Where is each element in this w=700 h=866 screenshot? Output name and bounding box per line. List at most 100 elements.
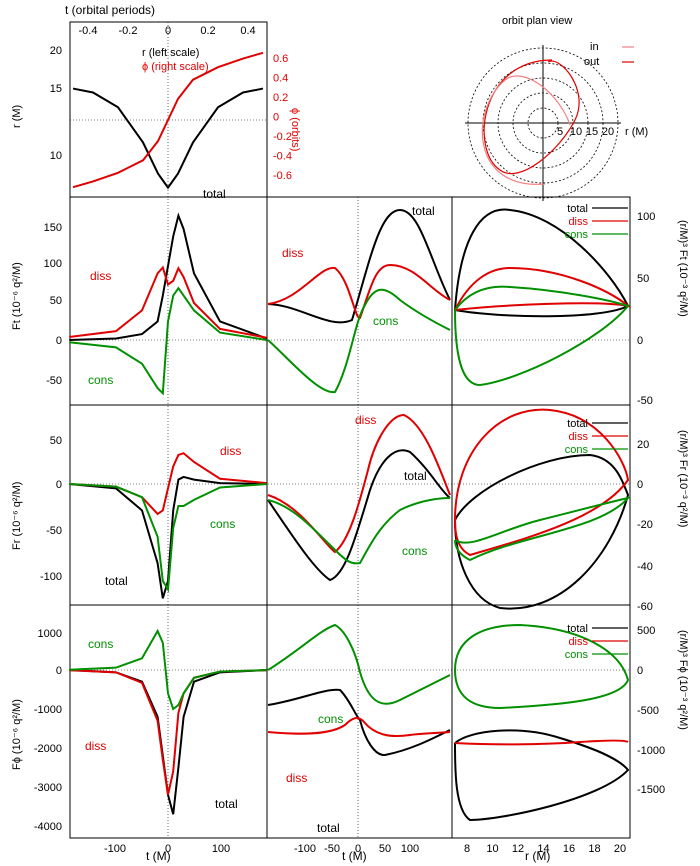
plan-title: orbit plan view xyxy=(502,15,572,27)
plan-tick: 10 xyxy=(570,126,582,138)
row3-left-tick: 0 xyxy=(56,665,62,677)
row3-col3-total-curve xyxy=(454,729,630,822)
row3-legend-diss: diss xyxy=(568,636,588,648)
plan-unit: r (M) xyxy=(625,126,648,138)
r-tick: 8 xyxy=(464,843,470,855)
row2-left-tick: 0 xyxy=(56,479,62,491)
row1-legend-cons: cons xyxy=(565,229,589,241)
t2-tick: 50 xyxy=(379,843,391,855)
row3-midlabel-diss: diss xyxy=(286,771,307,785)
row2-label-total: total xyxy=(105,574,128,588)
row3-midlabel-total: total xyxy=(317,821,340,835)
row3-col3-cons-curve xyxy=(454,623,630,710)
row3-right-tick: -500 xyxy=(637,705,659,717)
row1-right-tick: 0 xyxy=(637,335,643,347)
phi-curve xyxy=(72,51,264,189)
row3-label-diss: diss xyxy=(85,739,106,753)
row3-left-tick: -1000 xyxy=(34,704,62,716)
right-tick: 0.6 xyxy=(273,53,288,65)
row2-cons-curve xyxy=(69,483,267,593)
row1-midlabel-diss: diss xyxy=(282,246,303,260)
row1-legend-total: total xyxy=(567,203,588,215)
row2-legend-diss: diss xyxy=(568,431,588,443)
row1-left-tick: 100 xyxy=(44,258,62,270)
row1-right-tick: -50 xyxy=(637,395,653,407)
row1-col3-cons-curve xyxy=(454,285,630,387)
row2-legend-total: total xyxy=(567,418,588,430)
left-tick: 15 xyxy=(50,83,62,95)
t1-tick: 100 xyxy=(212,843,230,855)
t1-tick: 0 xyxy=(165,843,171,855)
row2-left-tick: -50 xyxy=(46,525,62,537)
row2-ylabel-left: Fr (10⁻⁶ q²/M) xyxy=(11,482,23,550)
plan-legend-out: out xyxy=(584,56,599,68)
panel-r1-c2 xyxy=(451,196,631,406)
row2-label-cons: cons xyxy=(210,517,235,531)
t2-tick: 0 xyxy=(355,843,361,855)
t2-tick: -50 xyxy=(324,843,340,855)
r-curve xyxy=(72,87,264,190)
legend-phi: ϕ (right scale) xyxy=(142,61,209,73)
row2-right-tick: 0 xyxy=(637,479,643,491)
row3-midlabel-cons: cons xyxy=(318,712,343,726)
row2-midlabel-cons: cons xyxy=(402,544,427,558)
row2-col3-diss-curve xyxy=(454,408,630,557)
r-tick: 20 xyxy=(614,843,626,855)
top-right-ylabel: ϕ (orbits) xyxy=(289,108,301,151)
row3-left-tick: 1000 xyxy=(38,628,62,640)
row1-left-tick: 50 xyxy=(50,295,62,307)
row2-right-tick: -60 xyxy=(637,601,653,613)
row2-total-curve xyxy=(69,475,267,599)
row3-col2-total-curve xyxy=(267,688,451,756)
row2-right-tick: -40 xyxy=(637,561,653,573)
annotations: totaltotaldissdissconsconstotaldissconst… xyxy=(85,187,628,835)
r-tick: 16 xyxy=(563,843,575,855)
row3-right-tick: -1000 xyxy=(637,745,665,757)
row2-legend-cons: cons xyxy=(565,444,589,456)
r-tick: 12 xyxy=(512,843,524,855)
row2-label-diss: diss xyxy=(220,444,241,458)
r-tick: 18 xyxy=(588,843,600,855)
r-tick: 10 xyxy=(486,843,498,855)
row1-label-diss: diss xyxy=(90,269,111,283)
left-tick: 20 xyxy=(50,45,62,57)
row2-right-tick: 20 xyxy=(637,439,649,451)
plan-orbit-out xyxy=(483,59,580,175)
row2-left-tick: 50 xyxy=(50,435,62,447)
row3-col2-cons-curve xyxy=(267,623,451,705)
row3-ylabel-left: Fϕ (10⁻⁶ q²/M) xyxy=(11,699,23,770)
row3-right-tick: 0 xyxy=(637,665,643,677)
right-tick: 0.4 xyxy=(273,73,288,85)
row1-left-tick: -50 xyxy=(46,375,62,387)
row3-cons-curve xyxy=(69,628,267,711)
row1-ylabel-right: (r/M)³ Ft (10⁻³ q²/M) xyxy=(677,220,689,317)
t2-tick: -100 xyxy=(294,843,316,855)
row1-midlabel-total: total xyxy=(412,204,435,218)
row2-ylabel-right: (r/M)³ Fr (10⁻³ q²/M) xyxy=(677,430,689,527)
row2-midlabel-diss: diss xyxy=(355,413,376,427)
r-tick: 14 xyxy=(537,843,549,855)
row3-left-tick: -3000 xyxy=(34,782,62,794)
panel-frames xyxy=(69,21,631,839)
top-tick: -0.4 xyxy=(79,25,98,37)
curves xyxy=(69,45,634,822)
row3-label-cons: cons xyxy=(88,637,113,651)
top-tick: -0.2 xyxy=(119,25,138,37)
row1-label-total: total xyxy=(203,187,226,201)
row1-ylabel-left: Ft (10⁻⁶ q²/M) xyxy=(11,262,23,330)
top-tick: 0 xyxy=(165,25,171,37)
right-tick: 0 xyxy=(273,112,279,124)
row1-cons-curve xyxy=(69,286,267,396)
t1-tick: -100 xyxy=(104,843,126,855)
xlabel-t1: t (M) xyxy=(146,849,171,863)
row1-col3-total-curve xyxy=(454,208,630,318)
panel-r1-c1 xyxy=(266,196,453,406)
row1-col3-diss-curve xyxy=(454,266,632,311)
xlabel-r: r (M) xyxy=(525,849,550,863)
legend-r: r (left scale) xyxy=(142,47,199,59)
row3-col2-diss-curve xyxy=(267,717,451,738)
row2-col2-cons-curve xyxy=(267,497,451,565)
row1-total-curve xyxy=(69,212,268,341)
xlabel-t2: t (M) xyxy=(342,849,367,863)
